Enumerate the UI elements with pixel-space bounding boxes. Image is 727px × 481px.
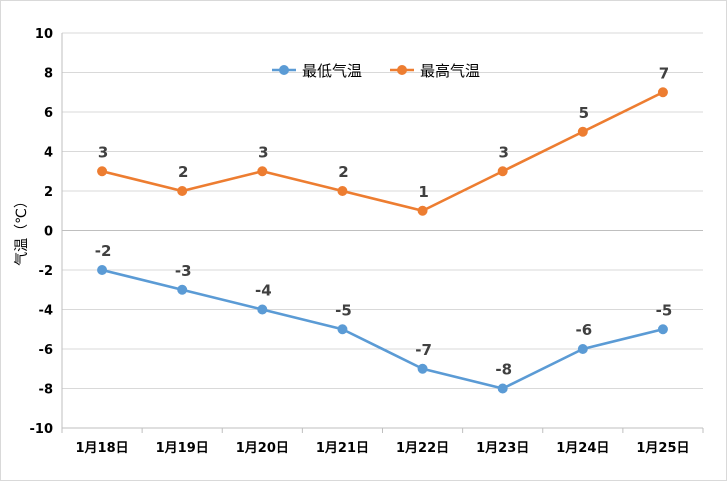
data-point	[497, 166, 508, 177]
data-label: -4	[255, 282, 272, 300]
data-label: -7	[415, 341, 432, 359]
data-label: 5	[579, 104, 589, 122]
y-tick-label: -2	[39, 264, 53, 279]
data-label: -3	[175, 262, 192, 280]
data-label: 2	[338, 163, 348, 181]
y-tick-label: -10	[30, 422, 54, 437]
data-point	[417, 363, 428, 374]
data-label: -8	[495, 361, 512, 379]
data-point	[577, 344, 588, 354]
data-label: 7	[659, 64, 669, 82]
data-point	[657, 324, 668, 335]
x-tick-label: 1月22日	[396, 441, 449, 456]
data-point	[257, 304, 268, 315]
data-label: 3	[98, 143, 108, 161]
y-tick-label: -4	[39, 304, 53, 319]
series-high: 3 2 3 2 1 3 5 7	[97, 64, 669, 216]
y-tick-label: 8	[44, 67, 53, 82]
y-tick-label: -6	[39, 343, 53, 358]
y-tick-label: 4	[44, 146, 53, 161]
data-point	[337, 324, 348, 335]
y-tick-label: 6	[44, 106, 53, 121]
legend-label: 最低气温	[302, 62, 362, 80]
legend-label: 最高气温	[420, 62, 480, 80]
y-axis-ticks: -10 -8 -6 -4 -2 0 2 4 6 8 10	[30, 27, 54, 437]
legend-swatch-marker	[279, 65, 289, 75]
data-point	[577, 126, 588, 137]
data-point	[257, 166, 268, 177]
data-point	[417, 205, 428, 216]
x-tick-label: 1月18日	[75, 441, 128, 456]
series-line	[101, 268, 664, 390]
series-line	[101, 91, 664, 213]
data-point	[337, 186, 348, 196]
y-axis-label: 气温（℃）	[14, 194, 30, 266]
data-label: -2	[95, 242, 112, 260]
legend-entry: 最低气温	[272, 62, 362, 80]
x-tick-label: 1月24日	[556, 441, 609, 456]
data-point	[97, 166, 108, 177]
data-label: -5	[335, 301, 352, 319]
series-low: -2 -3 -4 -5 -7 -8 -6 -5	[95, 242, 673, 394]
axes	[61, 33, 704, 433]
data-label: 1	[418, 183, 428, 201]
series-layer: -2 -3 -4 -5 -7 -8 -6 -5 3 2 3 2 1 3 5 7	[95, 64, 673, 394]
data-point	[657, 87, 668, 98]
data-point	[177, 186, 188, 196]
y-tick-label: -8	[39, 383, 53, 398]
data-label: 3	[498, 143, 508, 161]
data-point	[497, 383, 508, 394]
data-label: -6	[575, 321, 592, 339]
x-tick-label: 1月19日	[156, 441, 209, 456]
x-tick-label: 1月20日	[236, 441, 289, 456]
y-tick-label: 0	[44, 225, 53, 240]
data-point	[177, 284, 188, 295]
data-point	[97, 265, 108, 275]
x-axis-ticks: 1月18日 1月19日 1月20日 1月21日 1月22日 1月23日 1月24日 1月25日	[75, 441, 689, 456]
legend-entry: 最高气温	[390, 62, 480, 80]
data-label: 3	[258, 143, 268, 161]
x-tick-label: 1月25日	[636, 441, 689, 456]
y-tick-label: 10	[35, 27, 53, 42]
legend-swatch-marker	[397, 65, 407, 75]
x-tick-label: 1月23日	[476, 441, 529, 456]
data-label: 2	[178, 163, 188, 181]
y-tick-label: 2	[44, 185, 53, 200]
x-tick-label: 1月21日	[316, 441, 369, 456]
data-label: -5	[656, 301, 673, 319]
legend: 最低气温 最高气温	[272, 62, 480, 80]
